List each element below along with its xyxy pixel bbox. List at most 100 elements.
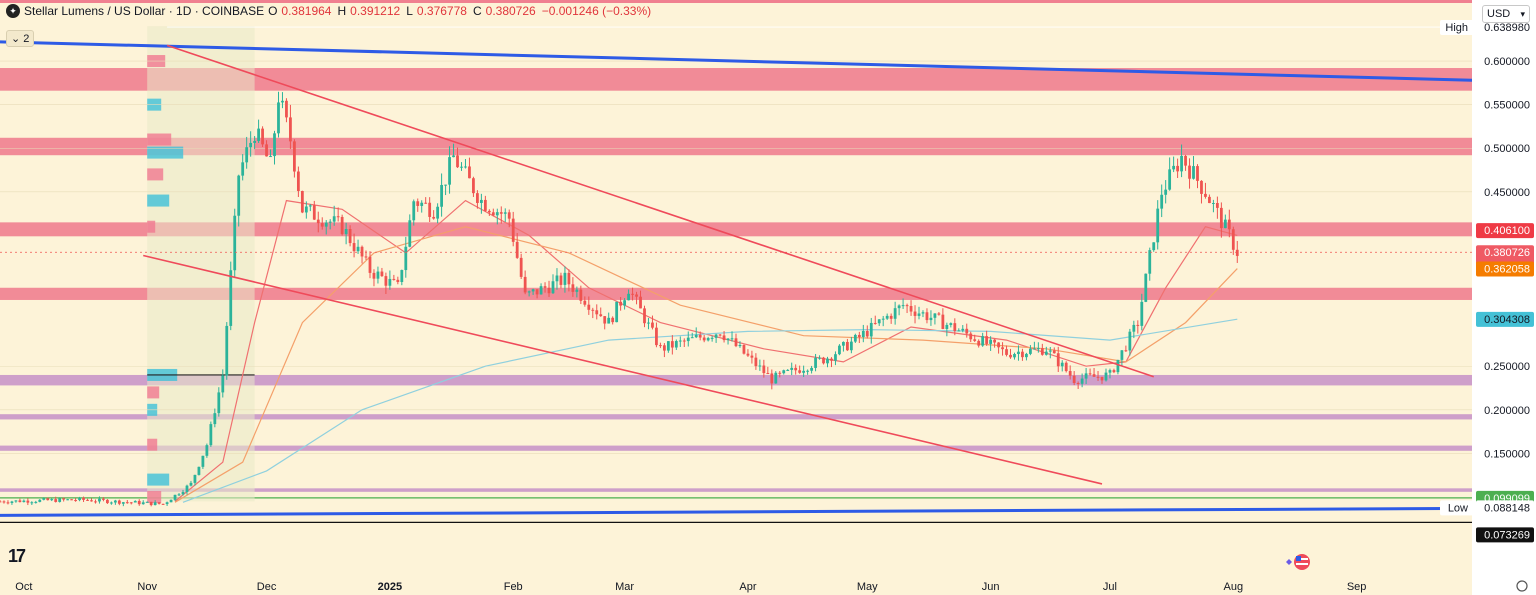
candle-body xyxy=(396,279,400,283)
candle xyxy=(869,317,873,344)
candle xyxy=(113,499,117,505)
candle xyxy=(1076,381,1080,389)
candle-body xyxy=(977,340,981,346)
candle xyxy=(670,335,674,355)
candle xyxy=(798,365,802,374)
price-label-text: 0.406100 xyxy=(1484,225,1530,237)
candle-body xyxy=(133,500,137,503)
candle-body xyxy=(54,499,58,502)
candle-body xyxy=(487,210,491,213)
candle-body xyxy=(798,370,802,373)
candle-body xyxy=(818,357,821,359)
candle-body xyxy=(933,313,937,318)
candle-body xyxy=(651,322,654,328)
candle-body xyxy=(460,166,463,168)
candle-body xyxy=(22,500,26,503)
candle xyxy=(336,207,340,222)
candle-body xyxy=(464,166,467,168)
candle xyxy=(1168,157,1172,191)
candle xyxy=(70,499,74,501)
currency-selector[interactable]: USD ▾ xyxy=(1482,5,1530,23)
candle xyxy=(730,331,734,342)
candle xyxy=(324,220,328,235)
candle-body xyxy=(682,340,686,342)
candle xyxy=(551,274,555,294)
candle xyxy=(714,333,718,343)
candle xyxy=(54,496,58,503)
candle-body xyxy=(249,142,253,148)
candle xyxy=(1029,345,1032,356)
candle xyxy=(1231,226,1235,255)
candle xyxy=(1223,214,1227,229)
candle xyxy=(90,498,93,502)
candle-body xyxy=(1068,371,1072,376)
candle xyxy=(117,499,121,506)
candle-body xyxy=(400,270,404,283)
candle-body xyxy=(1184,155,1187,166)
price-label-text: 0.088148 xyxy=(1484,502,1530,514)
price-label-black: 0.073269 xyxy=(1476,527,1534,543)
candle-body xyxy=(1096,376,1100,378)
candle xyxy=(448,146,451,194)
candle-body xyxy=(98,498,101,502)
settings-gear-icon[interactable] xyxy=(1516,580,1528,592)
candle-body xyxy=(647,322,650,324)
candle xyxy=(1032,341,1036,350)
volume-profile-bar xyxy=(147,386,160,399)
candle xyxy=(74,498,77,502)
candle-body xyxy=(865,330,869,337)
candle-body xyxy=(1176,165,1179,172)
candle xyxy=(726,338,730,345)
candle-body xyxy=(603,316,607,324)
candle-body xyxy=(372,272,376,279)
candle-body xyxy=(571,284,575,292)
candle-body xyxy=(861,330,865,338)
candle xyxy=(205,443,209,458)
candle-body xyxy=(1144,273,1148,302)
open-label: O xyxy=(268,4,278,18)
candle-body xyxy=(1164,189,1168,195)
candle-body xyxy=(997,342,1000,348)
candle-body xyxy=(615,301,619,323)
candle-body xyxy=(595,310,599,315)
candle xyxy=(1068,365,1072,380)
candle xyxy=(1140,293,1144,331)
candle xyxy=(468,157,471,179)
candle xyxy=(806,369,810,375)
candle xyxy=(957,328,961,332)
candle xyxy=(1025,352,1028,361)
candle xyxy=(543,282,547,293)
candle-body xyxy=(476,193,479,203)
candle xyxy=(591,307,595,319)
candle-body xyxy=(42,498,46,500)
candle xyxy=(1080,373,1084,388)
candle-body xyxy=(519,257,523,277)
candle xyxy=(1048,346,1052,359)
candle-body xyxy=(308,205,312,207)
candle xyxy=(440,173,443,217)
price-label-high: 0.638980 High xyxy=(1440,20,1534,36)
candle-body xyxy=(921,312,925,314)
candle xyxy=(666,341,670,353)
candle xyxy=(1136,320,1140,334)
candle-body xyxy=(1235,249,1239,256)
candle-body xyxy=(1148,250,1152,274)
candle xyxy=(830,357,833,368)
price-label-box xyxy=(1476,500,1534,516)
candle xyxy=(838,344,841,356)
candle xyxy=(1227,209,1231,238)
indicators-toggle[interactable]: ⌄ 2 xyxy=(6,30,35,47)
candle xyxy=(400,269,404,286)
candle xyxy=(989,336,993,351)
candle xyxy=(758,359,762,371)
price-label-low: 0.088148 Low xyxy=(1440,500,1534,516)
candle xyxy=(328,219,332,230)
candle xyxy=(1200,180,1203,204)
candle xyxy=(420,200,424,213)
candle-body xyxy=(1029,348,1032,354)
candle xyxy=(1148,247,1152,281)
price-label-box xyxy=(1476,261,1534,277)
candle xyxy=(945,322,949,337)
symbol-title[interactable]: Stellar Lumens / US Dollar · 1D · COINBA… xyxy=(24,4,265,18)
